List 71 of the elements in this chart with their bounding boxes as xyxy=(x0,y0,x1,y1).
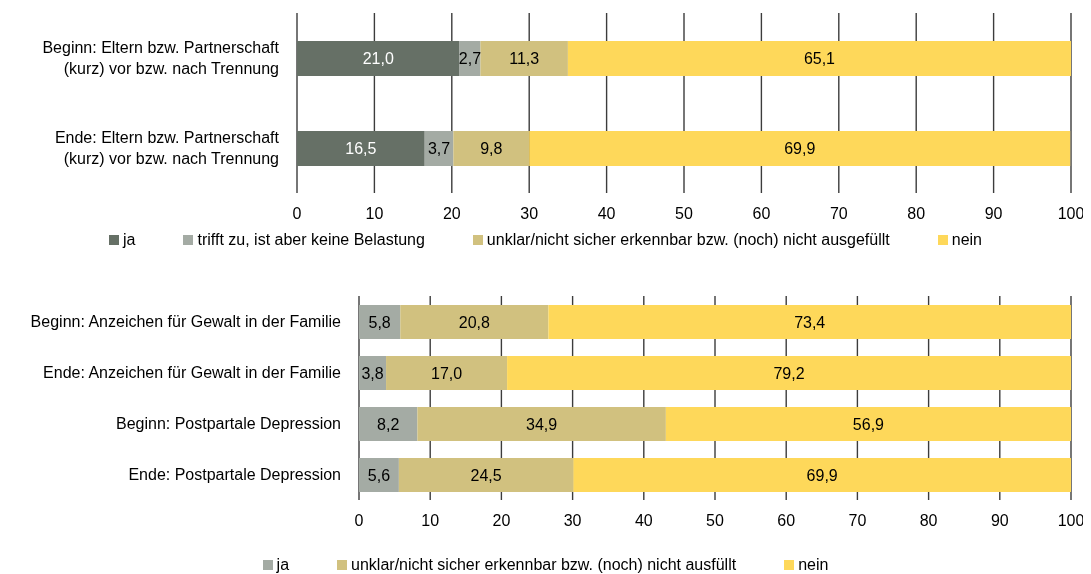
bar xyxy=(386,356,508,390)
x-tick-label: 50 xyxy=(675,205,693,223)
data-label: 5,8 xyxy=(368,313,391,331)
x-tick-label: 70 xyxy=(829,205,848,223)
x-tick-label: 10 xyxy=(365,205,384,223)
bar xyxy=(400,305,549,339)
bar xyxy=(665,407,1071,441)
data-label: 11,3 xyxy=(509,50,540,68)
bar xyxy=(359,458,399,492)
x-tick-label: 90 xyxy=(990,512,1009,530)
x-tick-label: 0 xyxy=(292,205,302,223)
bar xyxy=(480,41,568,76)
data-label: 2,7 xyxy=(458,50,482,68)
bar xyxy=(507,356,1071,390)
x-tick-label: 30 xyxy=(563,512,582,530)
y-tick-label: Ende: Postpartale Depression xyxy=(128,466,341,484)
data-label: 34,9 xyxy=(526,415,558,433)
data-label: 5,6 xyxy=(367,466,391,484)
x-tick-label: 60 xyxy=(777,512,796,530)
bar xyxy=(548,305,1071,339)
data-label: 3,7 xyxy=(427,140,451,158)
bar xyxy=(417,407,666,441)
y-tick-label: Beginn: Eltern bzw. Partnerschaft (kurz) vor bzw. nach Trennung xyxy=(42,39,280,78)
x-tick-label: 50 xyxy=(706,512,724,530)
bar xyxy=(529,131,1071,166)
data-label: 69,9 xyxy=(784,140,816,158)
x-tick-label: 20 xyxy=(492,512,511,530)
data-label: 65,1 xyxy=(803,50,836,68)
x-tick-label: 80 xyxy=(907,205,926,223)
x-tick-label: 10 xyxy=(421,512,440,530)
data-label: 21,0 xyxy=(362,50,394,68)
legend-label: nein xyxy=(798,556,829,574)
bar xyxy=(297,41,460,76)
y-tick-label: Beginn: Anzeichen für Gewalt in der Familie xyxy=(30,313,342,331)
data-label: 3,8 xyxy=(361,364,384,382)
bar xyxy=(398,458,574,492)
data-label: 20,8 xyxy=(458,313,491,331)
legend-label: ja xyxy=(123,231,136,249)
legend-label: trifft zu, ist aber keine Belastung xyxy=(197,231,425,249)
data-label: 16,5 xyxy=(345,140,377,158)
data-label: 56,9 xyxy=(852,415,885,433)
data-label: 8,2 xyxy=(377,415,400,433)
bar xyxy=(573,458,1071,492)
x-tick-label: 90 xyxy=(984,205,1003,223)
x-tick-label: 60 xyxy=(752,205,771,223)
x-tick-label: 20 xyxy=(442,205,461,223)
y-tick-label: Ende: Anzeichen für Gewalt in der Familie xyxy=(43,364,342,382)
data-label: 24,5 xyxy=(470,466,502,484)
legend-label: nein xyxy=(951,231,982,249)
x-tick-label: 100 xyxy=(1057,205,1085,223)
x-tick-label: 0 xyxy=(354,512,364,530)
bar xyxy=(567,41,1071,76)
data-label: 79,2 xyxy=(773,364,805,382)
legend-label: ja xyxy=(276,556,290,574)
data-label: 69,9 xyxy=(806,466,838,484)
y-tick-label: Beginn: Postpartale Depression xyxy=(115,415,341,433)
y-tick-label: Ende: Eltern bzw. Partnerschaft (kurz) vor bzw. nach Trennung xyxy=(54,129,280,168)
x-tick-label: 80 xyxy=(919,512,938,530)
data-label: 9,8 xyxy=(480,140,503,158)
legend-label: unklar/nicht sicher erkennbar bzw. (noch) nicht ausgefüllt xyxy=(486,231,890,249)
x-tick-label: 100 xyxy=(1057,512,1085,530)
legend-label: unklar/nicht sicher erkennbar bzw. (noch) nicht ausfüllt xyxy=(351,556,737,574)
x-tick-label: 70 xyxy=(848,512,867,530)
x-tick-label: 40 xyxy=(634,512,653,530)
data-label: 17,0 xyxy=(431,364,463,382)
bar xyxy=(297,131,425,166)
data-label: 73,4 xyxy=(794,313,826,331)
x-tick-label: 30 xyxy=(520,205,539,223)
bar xyxy=(453,131,530,166)
bar xyxy=(359,407,418,441)
x-tick-label: 40 xyxy=(597,205,616,223)
